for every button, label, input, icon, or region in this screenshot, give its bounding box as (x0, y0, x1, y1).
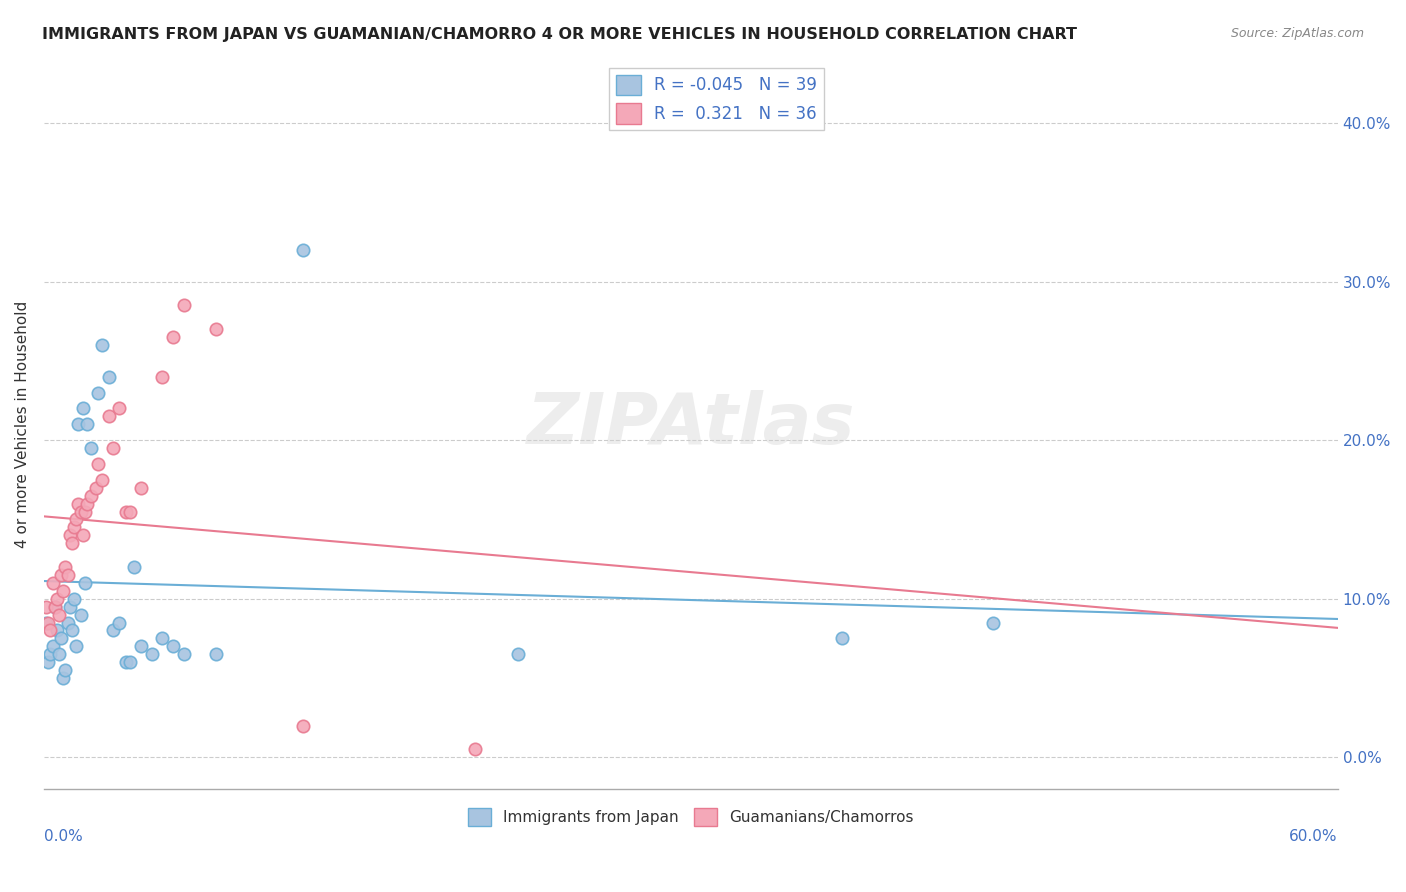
Point (72, 528, 94, 542)
Point (981, 615, 1004, 630)
Point (508, 647, 530, 661)
Point (73, 575, 96, 590)
Point (49, 632, 72, 646)
Point (35, 599, 58, 614)
Point (162, 330, 184, 344)
Point (37, 615, 59, 630)
Point (162, 640, 184, 654)
Point (76, 497, 98, 511)
Point (55, 560, 77, 574)
Point (44, 599, 66, 614)
Text: IMMIGRANTS FROM JAPAN VS GUAMANIAN/CHAMORRO 4 OR MORE VEHICLES IN HOUSEHOLD CORR: IMMIGRANTS FROM JAPAN VS GUAMANIAN/CHAMO… (42, 27, 1077, 42)
Point (80, 489, 103, 503)
Point (65, 512, 87, 526)
Point (831, 632, 853, 646)
Point (60, 536, 83, 550)
Point (45, 624, 67, 638)
Point (120, 504, 142, 518)
Point (291, 718, 314, 732)
Point (173, 298, 195, 312)
Point (84, 481, 107, 495)
Point (55, 663, 77, 677)
Point (141, 647, 163, 661)
Text: ZIPAtlas: ZIPAtlas (526, 390, 855, 458)
Point (67, 497, 90, 511)
Point (48, 647, 70, 661)
Point (45, 591, 67, 606)
Point (91, 338, 114, 352)
Point (80, 441, 103, 455)
Point (44, 599, 66, 614)
Point (39, 624, 62, 638)
Point (35, 615, 58, 630)
Point (173, 647, 195, 661)
Point (101, 624, 124, 638)
Point (73, 504, 96, 518)
Y-axis label: 4 or more Vehicles in Household: 4 or more Vehicles in Household (15, 301, 30, 548)
Point (129, 640, 152, 654)
Point (56, 568, 79, 582)
Point (108, 401, 131, 416)
Point (152, 632, 174, 646)
Point (41, 575, 63, 590)
Point (152, 369, 174, 384)
Point (87, 457, 110, 471)
Point (205, 647, 228, 661)
Point (48, 607, 70, 622)
Point (37, 655, 59, 669)
Point (39, 647, 62, 661)
Point (205, 322, 228, 336)
Point (76, 417, 98, 432)
Point (97, 369, 120, 384)
Point (69, 504, 91, 518)
Point (63, 520, 86, 534)
Text: 0.0%: 0.0% (44, 829, 83, 844)
Point (67, 417, 90, 432)
Point (65, 640, 87, 654)
Point (291, 243, 314, 257)
Legend: Immigrants from Japan, Guamanians/Chamorros: Immigrants from Japan, Guamanians/Chamor… (461, 802, 920, 832)
Point (72, 401, 94, 416)
Point (129, 481, 152, 495)
Point (60, 624, 83, 638)
Point (114, 504, 136, 518)
Point (59, 599, 82, 614)
Text: 60.0%: 60.0% (1289, 829, 1337, 844)
Point (69, 607, 91, 622)
Point (87, 385, 110, 400)
Point (114, 655, 136, 669)
Point (97, 409, 120, 424)
Point (120, 655, 142, 669)
Point (41, 640, 63, 654)
Point (124, 560, 146, 574)
Point (52, 671, 75, 685)
Point (101, 441, 124, 455)
Point (52, 583, 75, 598)
Point (464, 742, 486, 756)
Point (49, 568, 72, 582)
Text: Source: ZipAtlas.com: Source: ZipAtlas.com (1230, 27, 1364, 40)
Point (108, 615, 131, 630)
Point (59, 528, 82, 542)
Point (63, 591, 86, 606)
Point (91, 473, 114, 487)
Point (56, 615, 79, 630)
